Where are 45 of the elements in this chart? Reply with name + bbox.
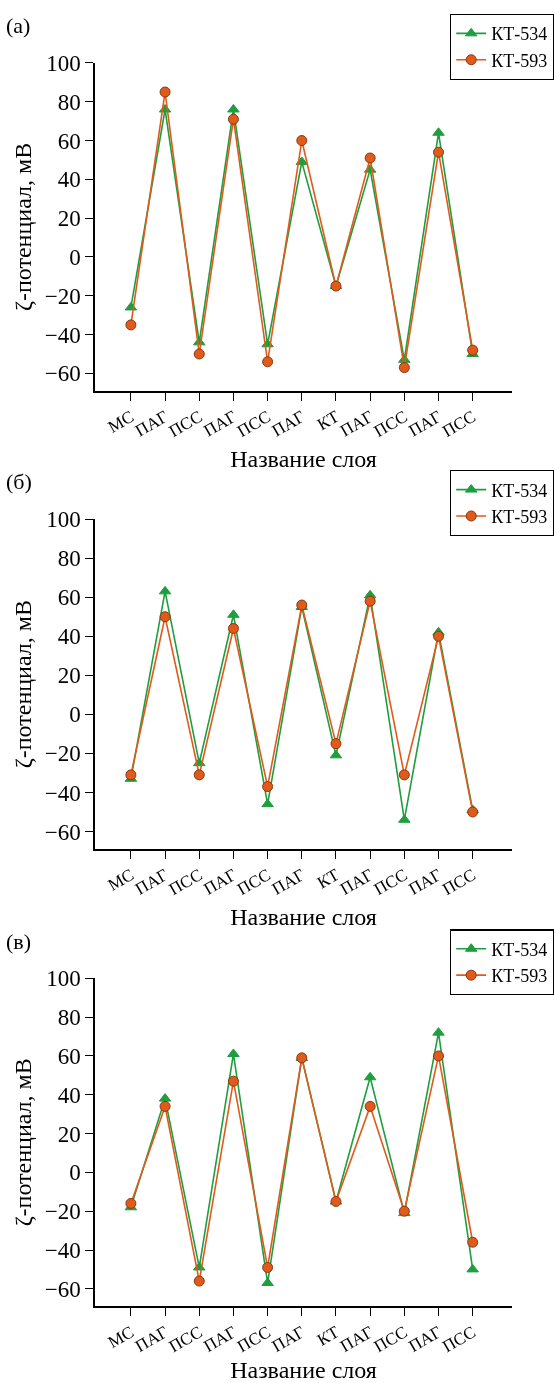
x-axis-title: Название слоя (230, 1357, 377, 1383)
y-tick-label: 20 (57, 1121, 81, 1147)
y-tick-label: 0 (69, 702, 81, 728)
y-tick-label: −40 (44, 1238, 81, 1264)
y-axis-title: ζ-потенциал, мВ (10, 142, 37, 311)
y-tick-label: 40 (57, 624, 81, 650)
x-tick-label: ПСС (439, 865, 479, 900)
y-tick-label: 20 (57, 663, 81, 689)
x-tick-label: ПСС (439, 1322, 479, 1357)
y-tick-label: −20 (44, 741, 81, 767)
y-tick-label: −60 (44, 1276, 81, 1302)
y-tick-label: 60 (57, 128, 81, 154)
y-tick-label: 100 (46, 507, 81, 533)
y-tick-label: −20 (44, 283, 81, 309)
y-tick-label: 80 (57, 546, 81, 572)
legend-label: КТ-593 (491, 507, 548, 528)
y-axis-title: ζ-потенциал, мВ (10, 600, 37, 769)
y-tick-label: −60 (44, 819, 81, 845)
x-axis-title: Название слоя (230, 903, 377, 930)
y-tick-label: −60 (44, 361, 81, 387)
y-axis-title: ζ-потенциал, мВ (10, 1058, 37, 1227)
y-tick-label: 40 (57, 167, 81, 193)
y-tick-label: −20 (44, 1199, 81, 1225)
y-tick-label: 20 (57, 206, 81, 232)
chart-title: (в) (6, 929, 32, 954)
y-tick-label: 40 (57, 1082, 81, 1108)
y-tick-label: 80 (57, 1005, 81, 1031)
legend-label: КТ-534 (491, 939, 548, 960)
y-tick-label: −40 (44, 322, 81, 348)
legend-label: КТ-534 (491, 24, 548, 45)
y-tick-label: −40 (44, 780, 81, 806)
y-tick-label: 60 (57, 585, 81, 611)
y-tick-label: 100 (46, 50, 81, 76)
chart-title: (б) (6, 469, 32, 494)
y-tick-label: 100 (46, 966, 81, 992)
x-axis-title: Название слоя (230, 445, 377, 472)
y-tick-label: 80 (57, 89, 81, 115)
y-tick-label: 0 (69, 245, 81, 271)
legend-label: КТ-534 (491, 480, 548, 501)
x-tick-label: ПСС (439, 406, 479, 441)
y-tick-label: 0 (69, 1160, 81, 1186)
legend-label: КТ-593 (491, 966, 548, 987)
legend-label: КТ-593 (491, 50, 548, 71)
chart-title: (а) (6, 13, 31, 38)
y-tick-label: 60 (57, 1043, 81, 1069)
